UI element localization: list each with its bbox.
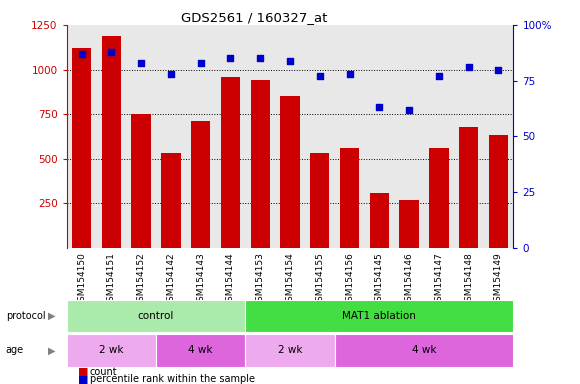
- Text: 4 wk: 4 wk: [188, 345, 213, 356]
- Text: ▶: ▶: [48, 345, 56, 356]
- Bar: [161, 153, 180, 248]
- Point: [136, 60, 146, 66]
- Point: [166, 71, 176, 77]
- Text: GSM154148: GSM154148: [464, 252, 473, 307]
- Text: GSM154155: GSM154155: [316, 252, 324, 307]
- Bar: [245, 334, 335, 367]
- Bar: [459, 126, 478, 248]
- Point: [494, 66, 503, 73]
- Text: ■: ■: [78, 367, 89, 377]
- Point: [226, 55, 235, 61]
- Text: age: age: [6, 345, 24, 356]
- Bar: [280, 96, 300, 248]
- Text: ▶: ▶: [48, 311, 56, 321]
- Point: [107, 49, 116, 55]
- Text: GSM154149: GSM154149: [494, 252, 503, 307]
- Point: [345, 71, 354, 77]
- Text: MAT1 ablation: MAT1 ablation: [342, 311, 416, 321]
- Bar: [245, 300, 513, 332]
- Bar: [369, 193, 389, 248]
- Text: GSM154151: GSM154151: [107, 252, 116, 307]
- Text: ■: ■: [78, 374, 89, 384]
- Text: GSM154154: GSM154154: [285, 252, 295, 307]
- Bar: [400, 200, 419, 248]
- Text: percentile rank within the sample: percentile rank within the sample: [90, 374, 255, 384]
- Bar: [191, 121, 211, 248]
- Text: 4 wk: 4 wk: [412, 345, 436, 356]
- Text: count: count: [90, 367, 118, 377]
- Text: GSM154144: GSM154144: [226, 252, 235, 307]
- Point: [77, 51, 86, 57]
- Bar: [429, 148, 448, 248]
- Text: GSM154153: GSM154153: [256, 252, 264, 307]
- Text: 2 wk: 2 wk: [99, 345, 124, 356]
- Bar: [221, 77, 240, 248]
- Text: GSM154145: GSM154145: [375, 252, 384, 307]
- Text: GSM154146: GSM154146: [405, 252, 414, 307]
- Bar: [156, 334, 245, 367]
- Point: [404, 106, 414, 113]
- Title: GDS2561 / 160327_at: GDS2561 / 160327_at: [181, 11, 328, 24]
- Point: [315, 73, 324, 79]
- Text: GSM154143: GSM154143: [196, 252, 205, 307]
- Bar: [489, 136, 508, 248]
- Bar: [67, 334, 156, 367]
- Point: [196, 60, 205, 66]
- Text: 2 wk: 2 wk: [278, 345, 302, 356]
- Point: [285, 58, 295, 64]
- Bar: [251, 80, 270, 248]
- Bar: [335, 334, 513, 367]
- Bar: [310, 153, 329, 248]
- Point: [464, 64, 473, 70]
- Bar: [132, 114, 151, 248]
- Text: GSM154142: GSM154142: [166, 252, 175, 307]
- Point: [434, 73, 444, 79]
- Bar: [340, 148, 359, 248]
- Point: [375, 104, 384, 111]
- Bar: [102, 36, 121, 248]
- Bar: [67, 300, 245, 332]
- Point: [256, 55, 265, 61]
- Text: GSM154150: GSM154150: [77, 252, 86, 307]
- Bar: [72, 48, 91, 248]
- Text: GSM154156: GSM154156: [345, 252, 354, 307]
- Text: control: control: [138, 311, 174, 321]
- Text: GSM154147: GSM154147: [434, 252, 443, 307]
- Text: protocol: protocol: [6, 311, 45, 321]
- Text: GSM154152: GSM154152: [137, 252, 146, 307]
